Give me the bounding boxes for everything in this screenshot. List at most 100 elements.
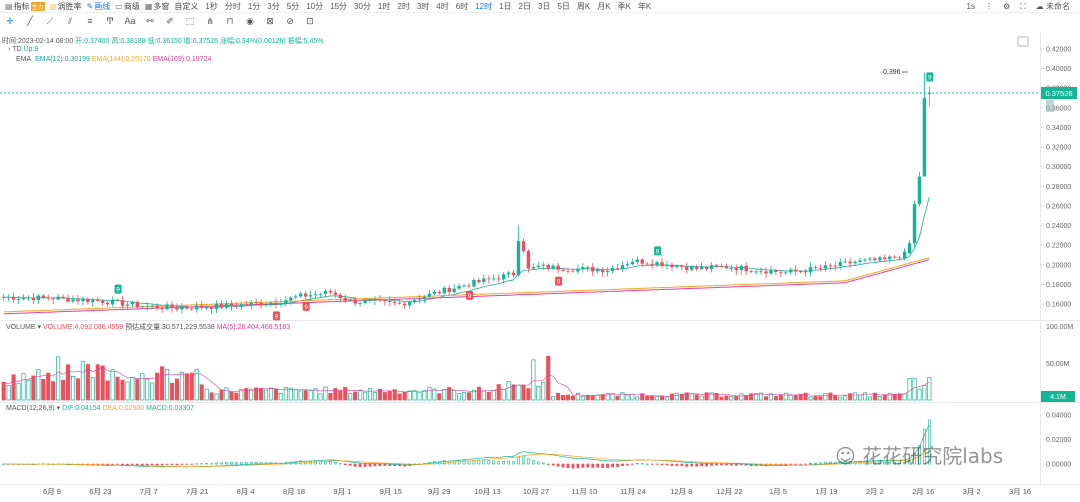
volume-bar xyxy=(546,355,551,401)
pen-tool-icon[interactable]: ✐ xyxy=(166,15,174,26)
volume-bar xyxy=(85,364,90,401)
trash-icon[interactable]: ⊠ xyxy=(266,15,274,26)
period-12[interactable]: 6时 xyxy=(455,1,469,11)
visibility-icon[interactable]: ◉ xyxy=(246,15,254,26)
price-tick: 0.22000 xyxy=(1046,243,1071,250)
candle-body xyxy=(902,251,907,259)
line-tool-icon[interactable]: ╱ xyxy=(27,15,33,26)
candle-body xyxy=(412,300,417,302)
candle-body xyxy=(848,261,852,264)
candle-body xyxy=(917,176,922,204)
period-11[interactable]: 4时 xyxy=(436,1,449,11)
period-20[interactable]: 季K xyxy=(617,1,631,11)
volume-bar xyxy=(778,394,783,401)
macd-bar xyxy=(819,462,822,465)
volume-bar xyxy=(734,395,739,401)
more-icon[interactable]: ⋮ xyxy=(984,2,993,11)
crosshair-icon[interactable]: ✛ xyxy=(6,15,14,26)
period-3[interactable]: 3分 xyxy=(267,1,280,11)
parallel-tool-icon[interactable]: ≡ xyxy=(87,16,93,26)
volume-bar xyxy=(457,393,462,401)
candle-body xyxy=(303,293,308,297)
macd-bar xyxy=(878,461,882,465)
period-16[interactable]: 3日 xyxy=(538,1,551,11)
brush-tool-icon[interactable]: ⚯ xyxy=(146,15,154,26)
settings-tool-icon[interactable]: ⊡ xyxy=(306,15,314,26)
period-7[interactable]: 30分 xyxy=(354,1,371,11)
period-0[interactable]: 1秒 xyxy=(205,1,218,11)
layout-name[interactable]: ☁ 未命名 xyxy=(1035,2,1070,11)
candle-body xyxy=(2,297,6,298)
candle-body xyxy=(328,290,333,293)
candle-body xyxy=(551,265,555,269)
volume-bar xyxy=(209,392,214,401)
candle-body xyxy=(348,299,352,301)
fullscreen-icon[interactable]: ⛶ xyxy=(1020,1,1026,11)
candle-body xyxy=(675,265,679,268)
period-21[interactable]: 年K xyxy=(637,1,652,11)
candle-body xyxy=(6,296,11,298)
channel-tool-icon[interactable]: ⫽ xyxy=(67,15,72,26)
period-8[interactable]: 1时 xyxy=(377,1,391,11)
candle-body xyxy=(556,265,560,270)
lock-icon[interactable]: ⊓ xyxy=(226,15,234,26)
period-13[interactable]: 12时 xyxy=(475,1,493,11)
layout-button[interactable]: ▭ 商级 xyxy=(115,1,140,12)
period-1[interactable]: 分时 xyxy=(224,1,241,11)
volume-bars xyxy=(1,355,932,401)
period-18[interactable]: 周K xyxy=(576,1,591,11)
macd-bar xyxy=(616,463,619,467)
date-tick: 3月 16 xyxy=(1009,487,1031,496)
period-15[interactable]: 2日 xyxy=(518,1,531,11)
candle-body xyxy=(709,265,714,269)
candle-body xyxy=(531,267,536,269)
candle-body xyxy=(838,262,842,266)
price-tick: 0.16000 xyxy=(1046,302,1071,309)
indicator-button[interactable]: ▤ 指标 主力 xyxy=(5,1,45,12)
volume-bar xyxy=(788,395,793,401)
candle-body xyxy=(11,296,16,300)
candle-body xyxy=(358,302,362,304)
td-toggle-icon[interactable]: › xyxy=(8,46,11,53)
period-9[interactable]: 2时 xyxy=(397,1,410,11)
volume-bar xyxy=(363,391,368,401)
drawline-button[interactable]: ✎ 画线 xyxy=(87,1,111,12)
period-4[interactable]: 5分 xyxy=(286,1,300,11)
hide-icon[interactable]: ⊘ xyxy=(286,15,294,26)
period-14[interactable]: 1日 xyxy=(499,1,512,11)
period-10[interactable]: 3时 xyxy=(416,1,430,11)
volume-bar xyxy=(338,390,343,401)
candle-body xyxy=(749,271,753,272)
refresh-rate[interactable]: 1s xyxy=(966,2,975,11)
volume-dropdown-icon[interactable]: ▾ xyxy=(37,324,42,331)
settings-icon[interactable]: ⚙ xyxy=(1002,2,1011,11)
magnet-tool-icon[interactable]: ⋔ xyxy=(206,15,214,26)
fit-screen-icon[interactable] xyxy=(1017,36,1029,47)
text-tool-icon[interactable]: Aa xyxy=(124,16,136,26)
volume-bar xyxy=(773,396,778,401)
period-6[interactable]: 15分 xyxy=(330,1,348,11)
period-2[interactable]: 1分 xyxy=(247,1,261,11)
period-19[interactable]: 月K xyxy=(597,1,611,11)
candle-body xyxy=(699,266,704,269)
period-17[interactable]: 5日 xyxy=(557,1,570,11)
macd-info: MACD(12,26,9) ▾ DIF:0.04154 DEA:0.02500 … xyxy=(6,404,194,412)
winrate-button[interactable]: ◎ 涡胜率 xyxy=(50,1,82,12)
macd-bar xyxy=(670,463,674,466)
measure-tool-icon[interactable]: ⬚ xyxy=(185,15,195,26)
candle-body xyxy=(754,271,758,273)
period-5[interactable]: 10分 xyxy=(306,1,324,11)
volume-bar xyxy=(704,392,709,401)
candle-body xyxy=(224,303,229,308)
fib-tool-icon[interactable]: Ͳ xyxy=(106,15,114,26)
volume-bar xyxy=(36,369,41,401)
ray-tool-icon[interactable]: ⟋ xyxy=(46,15,54,26)
volume-bar xyxy=(65,364,71,401)
price-tick: 0.20000 xyxy=(1046,262,1071,269)
drawing-toolbar: ✛ ╱ ⟋ ⫽ ≡ Ͳ Aa ⚯ ✐ ⬚ ⋔ ⊓ ◉ ⊠ ⊘ ⊡ xyxy=(0,14,320,28)
volume-bar xyxy=(674,392,679,401)
multiwindow-button[interactable]: ▦ 多窗 xyxy=(145,1,170,12)
custom-button[interactable]: 自定义 xyxy=(174,1,198,12)
macd-dropdown-icon[interactable]: ▾ xyxy=(56,405,61,412)
